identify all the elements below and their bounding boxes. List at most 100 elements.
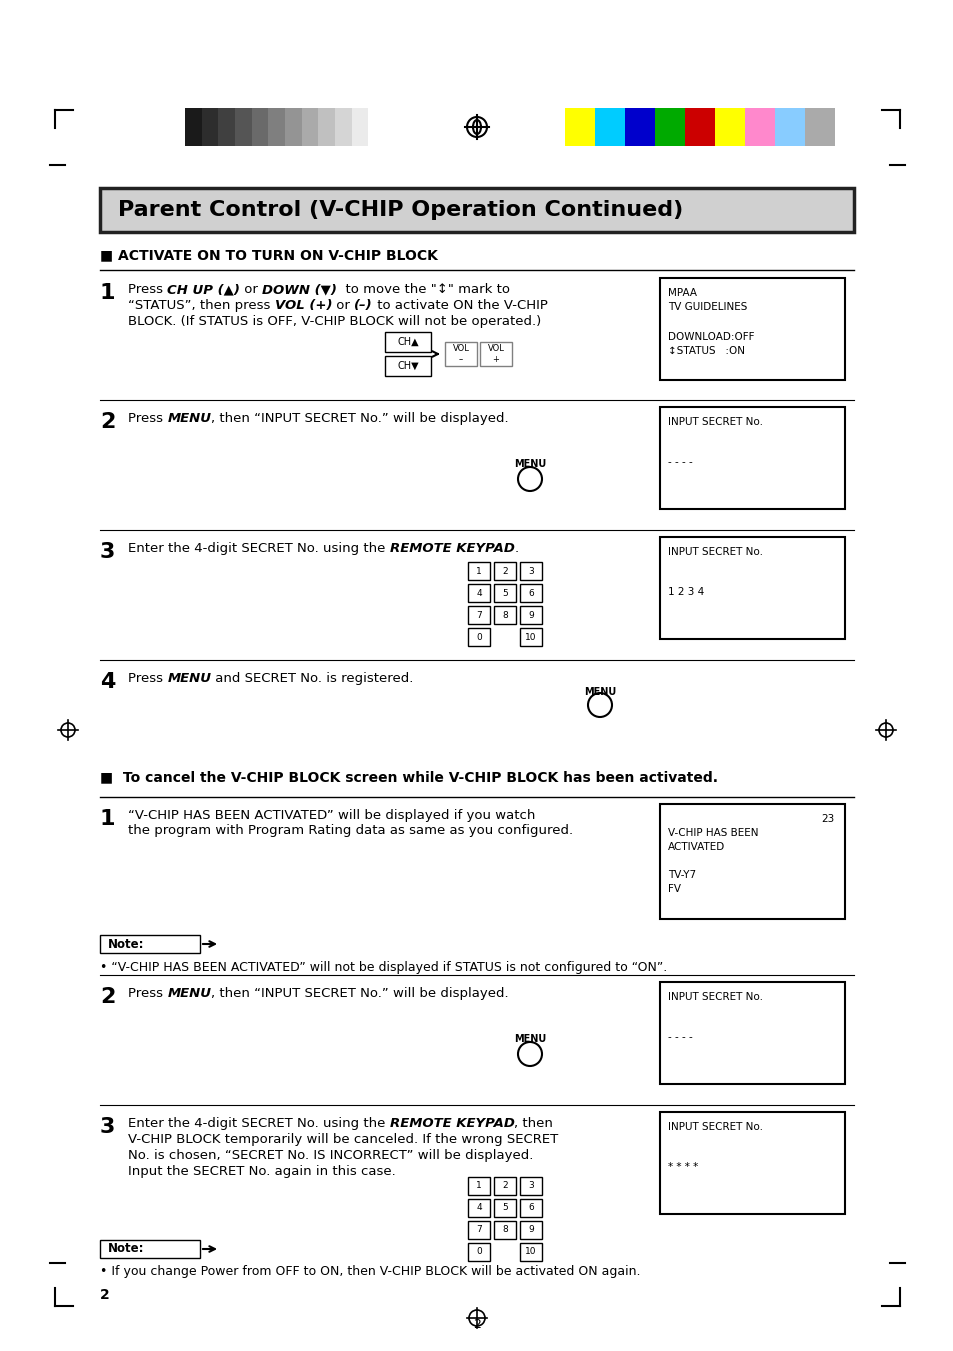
Bar	[100, 935, 200, 952]
Text: Note:: Note:	[108, 938, 144, 951]
Bar	[468, 584, 490, 603]
Bar	[494, 1177, 516, 1196]
Text: V-CHIP BLOCK temporarily will be canceled. If the wrong SECRET: V-CHIP BLOCK temporarily will be cancele…	[128, 1133, 558, 1146]
Text: Enter the 4-digit SECRET No. using the: Enter the 4-digit SECRET No. using the	[128, 542, 389, 555]
Text: • “V-CHIP HAS BEEN ACTIVATED” will not be displayed if STATUS is not configured : • “V-CHIP HAS BEEN ACTIVATED” will not b…	[100, 961, 666, 974]
Text: 1: 1	[476, 1182, 481, 1190]
Bar	[468, 1177, 490, 1196]
Bar	[468, 1198, 490, 1217]
Text: Input the SECRET No. again in this case.: Input the SECRET No. again in this case.	[128, 1165, 395, 1178]
Bar	[100, 1240, 200, 1258]
Text: , then “INPUT SECRET No.” will be displayed.: , then “INPUT SECRET No.” will be displa…	[211, 988, 508, 1000]
Text: Press: Press	[128, 282, 167, 296]
Bar	[519, 1243, 541, 1260]
Bar	[285, 108, 302, 146]
Text: Press: Press	[128, 412, 167, 426]
Bar	[301, 108, 318, 146]
Text: (–): (–)	[354, 299, 373, 312]
Bar	[268, 108, 285, 146]
Text: 1: 1	[476, 566, 481, 576]
Bar	[444, 342, 476, 366]
Bar	[494, 1221, 516, 1239]
Bar	[519, 1198, 541, 1217]
Bar	[185, 108, 202, 146]
Text: * * * *: * * * *	[667, 1162, 698, 1173]
Text: 5: 5	[501, 589, 507, 597]
Bar	[519, 628, 541, 646]
Text: 2: 2	[100, 1288, 110, 1302]
Bar	[468, 628, 490, 646]
Bar	[804, 108, 835, 146]
Text: Parent Control (V-CHIP Operation Continued): Parent Control (V-CHIP Operation Continu…	[118, 200, 682, 220]
Text: • If you change Power from OFF to ON, then V-CHIP BLOCK will be activated ON aga: • If you change Power from OFF to ON, th…	[100, 1265, 639, 1278]
Text: 3: 3	[528, 1182, 534, 1190]
Text: and SECRET No. is registered.: and SECRET No. is registered.	[211, 671, 414, 685]
Bar	[655, 108, 685, 146]
Bar	[564, 108, 595, 146]
Bar	[659, 407, 844, 509]
Text: 9: 9	[528, 611, 534, 620]
Bar	[100, 188, 853, 232]
Text: 6: 6	[528, 589, 534, 597]
Text: 1: 1	[100, 282, 115, 303]
Bar	[519, 1177, 541, 1196]
Text: or: or	[240, 282, 262, 296]
Text: TV GUIDELINES: TV GUIDELINES	[667, 303, 746, 312]
Bar	[659, 278, 844, 380]
Bar	[385, 332, 431, 353]
Text: .: .	[514, 542, 518, 555]
Bar	[659, 804, 844, 919]
Text: INPUT SECRET No.: INPUT SECRET No.	[667, 547, 762, 557]
Text: FV: FV	[667, 884, 680, 894]
Bar	[659, 536, 844, 639]
Text: CH UP (▲): CH UP (▲)	[167, 282, 240, 296]
Text: 10: 10	[525, 1247, 537, 1256]
Bar	[494, 1198, 516, 1217]
Bar	[519, 1221, 541, 1239]
Bar	[659, 982, 844, 1084]
Text: 23: 23	[821, 815, 834, 824]
Bar	[234, 108, 252, 146]
Text: Press: Press	[128, 988, 167, 1000]
Text: ■ ACTIVATE ON TO TURN ON V-CHIP BLOCK: ■ ACTIVATE ON TO TURN ON V-CHIP BLOCK	[100, 249, 437, 262]
Bar	[494, 607, 516, 624]
Text: or: or	[332, 299, 354, 312]
Bar	[624, 108, 655, 146]
Text: - - - -: - - - -	[667, 457, 692, 467]
Text: No. is chosen, “SECRET No. IS INCORRECT” will be displayed.: No. is chosen, “SECRET No. IS INCORRECT”…	[128, 1148, 533, 1162]
Bar	[519, 584, 541, 603]
Text: VOL
+: VOL +	[487, 345, 504, 363]
Bar	[201, 108, 218, 146]
Text: TV-Y7: TV-Y7	[667, 870, 696, 880]
Text: 4: 4	[100, 671, 115, 692]
Bar	[684, 108, 715, 146]
Text: to activate ON the V-CHIP: to activate ON the V-CHIP	[373, 299, 547, 312]
Text: 6: 6	[528, 1204, 534, 1212]
Text: 2: 2	[501, 566, 507, 576]
Text: , then “INPUT SECRET No.” will be displayed.: , then “INPUT SECRET No.” will be displa…	[211, 412, 508, 426]
Text: 7: 7	[476, 611, 481, 620]
Text: MENU: MENU	[583, 688, 616, 697]
Text: 7: 7	[476, 1225, 481, 1235]
Text: 2: 2	[501, 1182, 507, 1190]
Text: Enter the 4-digit SECRET No. using the: Enter the 4-digit SECRET No. using the	[128, 1117, 389, 1129]
Text: 10: 10	[525, 632, 537, 642]
Bar	[468, 562, 490, 580]
Bar	[252, 108, 269, 146]
Bar	[659, 1112, 844, 1215]
Text: Press: Press	[128, 671, 167, 685]
Text: 4: 4	[476, 589, 481, 597]
Text: BLOCK. (If STATUS is OFF, V-CHIP BLOCK will not be operated.): BLOCK. (If STATUS is OFF, V-CHIP BLOCK w…	[128, 315, 540, 328]
Text: ■  To cancel the V-CHIP BLOCK screen while V-CHIP BLOCK has been activated.: ■ To cancel the V-CHIP BLOCK screen whil…	[100, 770, 718, 784]
Text: - - - -: - - - -	[667, 1032, 692, 1042]
Text: 3: 3	[100, 1117, 115, 1138]
Bar	[714, 108, 744, 146]
Text: 1 2 3 4: 1 2 3 4	[667, 586, 703, 597]
Text: MENU: MENU	[167, 412, 211, 426]
Text: CH▲: CH▲	[396, 336, 418, 347]
Text: 3: 3	[100, 542, 115, 562]
Text: MENU: MENU	[167, 988, 211, 1000]
Text: 1: 1	[100, 809, 115, 830]
Text: INPUT SECRET No.: INPUT SECRET No.	[667, 992, 762, 1002]
Text: V-CHIP HAS BEEN: V-CHIP HAS BEEN	[667, 828, 758, 838]
